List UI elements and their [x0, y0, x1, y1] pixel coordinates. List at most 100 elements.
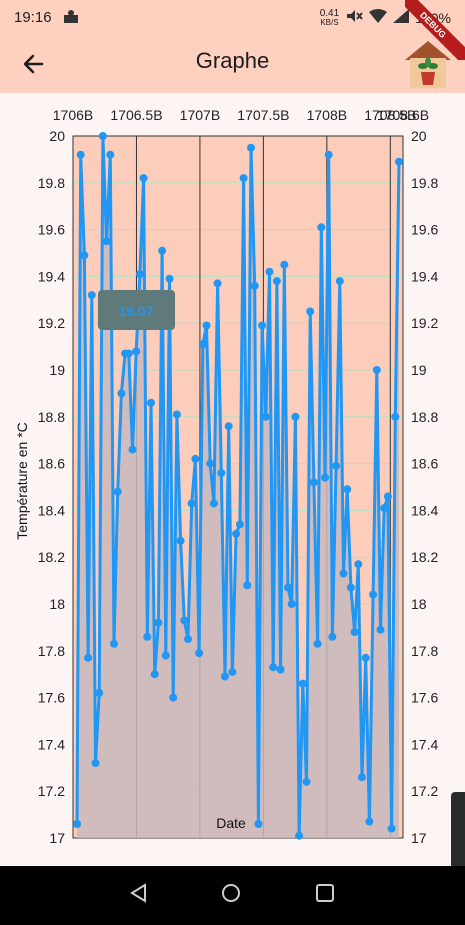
data-point[interactable] — [191, 454, 200, 463]
data-point[interactable] — [128, 445, 137, 454]
series-area — [77, 136, 399, 838]
y-tick-label-right: 18.6 — [411, 456, 438, 472]
data-point[interactable] — [343, 485, 352, 494]
data-point[interactable] — [150, 670, 159, 679]
system-nav-bar — [0, 866, 465, 925]
data-point[interactable] — [84, 653, 93, 662]
data-point[interactable] — [198, 340, 207, 349]
data-point[interactable] — [258, 321, 267, 330]
data-point[interactable] — [313, 639, 322, 648]
data-point[interactable] — [176, 536, 185, 545]
data-point[interactable] — [117, 389, 126, 398]
data-point[interactable] — [113, 487, 122, 496]
data-point[interactable] — [217, 469, 226, 477]
nav-back-button[interactable] — [129, 883, 149, 908]
data-point[interactable] — [295, 831, 304, 840]
data-point[interactable] — [221, 672, 229, 681]
data-point[interactable] — [232, 529, 241, 538]
data-point[interactable] — [239, 174, 248, 183]
tooltip: 19.07 — [98, 290, 175, 330]
data-point[interactable] — [102, 237, 111, 246]
data-point[interactable] — [172, 410, 181, 419]
data-point[interactable] — [106, 150, 115, 159]
data-point[interactable] — [213, 279, 222, 288]
data-point[interactable] — [243, 581, 252, 590]
data-point[interactable] — [395, 157, 403, 166]
data-point[interactable] — [224, 422, 233, 431]
data-point[interactable] — [309, 478, 318, 487]
data-point[interactable] — [298, 679, 307, 688]
data-point[interactable] — [272, 277, 281, 286]
data-point[interactable] — [346, 583, 355, 592]
data-point[interactable] — [339, 569, 348, 578]
data-point[interactable] — [161, 651, 170, 660]
back-button[interactable] — [20, 50, 48, 78]
data-point[interactable] — [376, 625, 385, 634]
data-point[interactable] — [276, 665, 285, 674]
data-point[interactable] — [165, 274, 174, 283]
data-point[interactable] — [287, 600, 296, 608]
data-point[interactable] — [358, 773, 366, 782]
data-point[interactable] — [132, 347, 141, 356]
data-point[interactable] — [209, 499, 218, 508]
data-point[interactable] — [73, 820, 81, 828]
data-point[interactable] — [180, 616, 189, 625]
mute-icon — [345, 8, 363, 27]
data-point[interactable] — [261, 412, 270, 421]
data-point[interactable] — [387, 824, 396, 833]
data-point[interactable] — [291, 412, 300, 421]
data-point[interactable] — [110, 639, 118, 648]
data-point[interactable] — [80, 251, 89, 260]
data-point[interactable] — [250, 281, 259, 290]
temperature-chart[interactable]: 17 17 17.2 17.2 17.4 17.4 17.6 17.6 17.8 17.8 18 18… — [0, 93, 465, 866]
data-point[interactable] — [328, 632, 337, 641]
data-point[interactable] — [202, 321, 211, 330]
nav-recents-button[interactable] — [315, 883, 335, 908]
data-point[interactable] — [335, 277, 344, 286]
nav-home-button[interactable] — [221, 883, 241, 908]
data-point[interactable] — [147, 398, 155, 407]
data-point[interactable] — [350, 628, 359, 637]
data-point[interactable] — [383, 492, 392, 501]
data-point[interactable] — [265, 267, 274, 276]
data-point[interactable] — [206, 459, 215, 468]
data-point[interactable] — [361, 653, 370, 662]
data-point[interactable] — [228, 667, 237, 676]
data-point[interactable] — [247, 143, 255, 152]
data-point[interactable] — [169, 693, 178, 702]
data-point[interactable] — [280, 260, 289, 269]
data-point[interactable] — [95, 688, 104, 697]
data-point[interactable] — [235, 520, 244, 529]
y-tick-label-right: 19.4 — [411, 268, 438, 284]
data-point[interactable] — [391, 412, 400, 421]
data-point[interactable] — [372, 366, 381, 374]
data-point[interactable] — [324, 150, 333, 159]
data-point[interactable] — [284, 583, 292, 592]
data-point[interactable] — [302, 777, 311, 786]
data-point[interactable] — [321, 473, 329, 482]
data-point[interactable] — [76, 150, 85, 159]
data-point[interactable] — [187, 499, 196, 508]
data-point[interactable] — [254, 820, 263, 828]
data-point[interactable] — [332, 461, 341, 470]
data-point[interactable] — [269, 663, 278, 672]
app-notification-icon — [62, 9, 82, 29]
data-point[interactable] — [306, 307, 315, 316]
data-point[interactable] — [195, 649, 204, 658]
data-point[interactable] — [369, 590, 378, 599]
data-point[interactable] — [139, 174, 148, 183]
data-point[interactable] — [365, 817, 374, 826]
data-point[interactable] — [158, 246, 167, 255]
y-tick-label-left: 20 — [49, 128, 65, 144]
data-point[interactable] — [143, 632, 152, 641]
data-point[interactable] — [135, 270, 144, 279]
data-point[interactable] — [380, 504, 389, 513]
data-point[interactable] — [354, 560, 363, 569]
data-point[interactable] — [87, 291, 96, 300]
data-point[interactable] — [154, 618, 163, 627]
data-point[interactable] — [184, 635, 192, 644]
data-point[interactable] — [98, 132, 107, 140]
data-point[interactable] — [317, 223, 326, 232]
data-point[interactable] — [91, 759, 100, 768]
data-point[interactable] — [124, 349, 133, 358]
